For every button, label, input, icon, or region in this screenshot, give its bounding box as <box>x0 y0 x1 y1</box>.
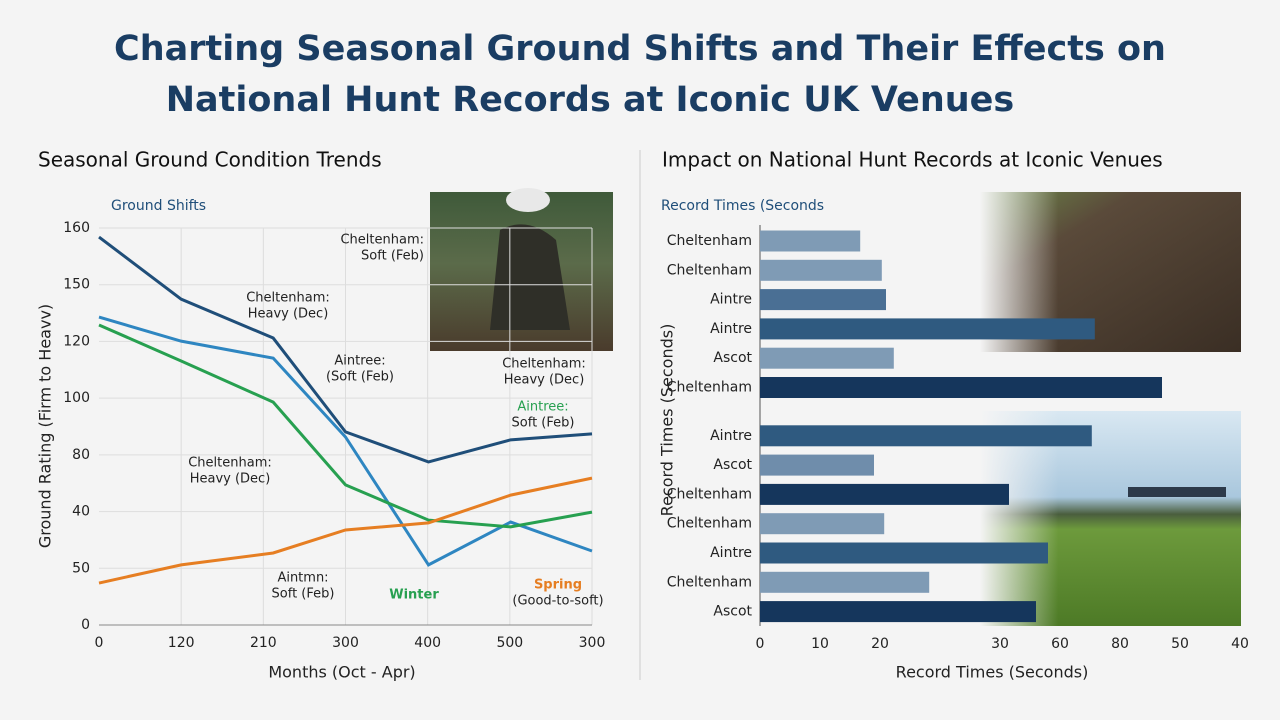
annotation: Heavy (Dec) <box>504 373 585 388</box>
x-tick-label: 30 <box>991 636 1009 652</box>
series-line <box>98 323 593 529</box>
x-axis-label: Record Times (Seconds) <box>896 663 1089 682</box>
bar <box>760 483 1009 505</box>
annotation: Cheltenham: <box>246 291 330 306</box>
y-tick-label: Cheltenham <box>667 380 752 396</box>
x-tick-label: 210 <box>250 635 277 651</box>
bar <box>760 347 894 369</box>
y-tick-label: 100 <box>63 390 90 406</box>
x-axis-label: Months (Oct - Apr) <box>268 663 415 682</box>
annotation: Soft (Feb) <box>512 416 575 431</box>
bar <box>760 377 1162 398</box>
x-tick-label: 40 <box>1231 636 1249 652</box>
y-tick-label: Ascot <box>713 604 752 620</box>
chart-subtitle: Ground Shifts <box>111 198 206 214</box>
y-tick-label: Cheltenham <box>667 574 752 590</box>
y-tick-label: Aintre <box>710 321 752 337</box>
x-tick-label: 300 <box>332 635 359 651</box>
series-line <box>98 235 593 464</box>
y-tick-label: Cheltenham <box>667 486 752 502</box>
annotation: Spring <box>534 578 582 593</box>
bar <box>760 454 874 476</box>
bar <box>760 318 1095 340</box>
y-axis-label: Ground Rating (Firm to Heavv) <box>36 304 55 548</box>
photo-detail <box>506 188 550 212</box>
photo-fade <box>980 411 1241 626</box>
x-tick-label: 0 <box>95 635 104 651</box>
y-axis-label: Record Times (Seconds) <box>658 324 677 517</box>
y-tick-label: Aintre <box>710 545 752 561</box>
y-tick-label: 0 <box>81 617 90 633</box>
x-tick-label: 500 <box>496 635 523 651</box>
annotation: Aintmn: <box>277 571 328 586</box>
bar <box>760 230 861 252</box>
chart-title: Impact on National Hunt Records at Iconi… <box>662 148 1163 172</box>
x-tick-label: 80 <box>1111 636 1129 652</box>
annotation: Winter <box>389 588 439 603</box>
x-tick-label: 50 <box>1171 636 1189 652</box>
annotation: Heavy (Dec) <box>190 472 271 487</box>
annotation: Aintree: <box>334 354 385 369</box>
bar <box>760 425 1092 447</box>
annotation: Heavy (Dec) <box>248 307 329 322</box>
x-tick-label: 0 <box>756 636 765 652</box>
y-tick-label: Aintre <box>710 292 752 308</box>
x-tick-label: 20 <box>871 636 889 652</box>
y-tick-label: Cheltenham <box>667 262 752 278</box>
annotation: Cheltenham: <box>188 456 272 471</box>
y-tick-label: Cheltenham <box>667 516 752 532</box>
bar <box>760 542 1048 564</box>
annotation: Soft (Feb) <box>361 249 424 264</box>
y-tick-label: Aintre <box>710 428 752 444</box>
series-line <box>98 476 593 585</box>
y-tick-label: Ascot <box>713 457 752 473</box>
annotation: Soft (Feb) <box>272 587 335 602</box>
x-tick-label: 400 <box>414 635 441 651</box>
y-tick-label: 50 <box>72 560 90 576</box>
page-title: National Hunt Records at Iconic UK Venue… <box>166 80 1015 120</box>
bar <box>760 259 882 281</box>
y-tick-label: Cheltenham <box>667 233 752 249</box>
x-tick-label: 120 <box>168 635 195 651</box>
chart-subtitle: Record Times (Seconds <box>661 198 824 214</box>
bar <box>760 571 930 593</box>
bar <box>760 289 886 311</box>
photo-stand <box>1128 487 1226 497</box>
y-tick-label: 40 <box>72 504 90 520</box>
x-tick-label: 60 <box>1051 636 1069 652</box>
annotation: Cheltenham: <box>502 357 586 372</box>
x-tick-label: 10 <box>811 636 829 652</box>
annotation: Aintree: <box>517 400 568 415</box>
y-tick-label: 160 <box>63 220 90 236</box>
annotation: (Good-to-soft) <box>512 594 603 609</box>
bar <box>760 601 1036 623</box>
chart-title: Seasonal Ground Condition Trends <box>38 148 382 172</box>
annotation: Cheltenham: <box>340 233 424 248</box>
annotation: (Soft (Feb) <box>326 370 394 385</box>
y-tick-label: 150 <box>63 277 90 293</box>
series-line <box>98 315 593 567</box>
bar <box>760 513 885 535</box>
x-tick-label: 300 <box>579 635 606 651</box>
y-tick-label: 80 <box>72 447 90 463</box>
page-title: Charting Seasonal Ground Shifts and Thei… <box>114 29 1166 69</box>
y-tick-label: Ascot <box>713 350 752 366</box>
y-tick-label: 120 <box>63 333 90 349</box>
